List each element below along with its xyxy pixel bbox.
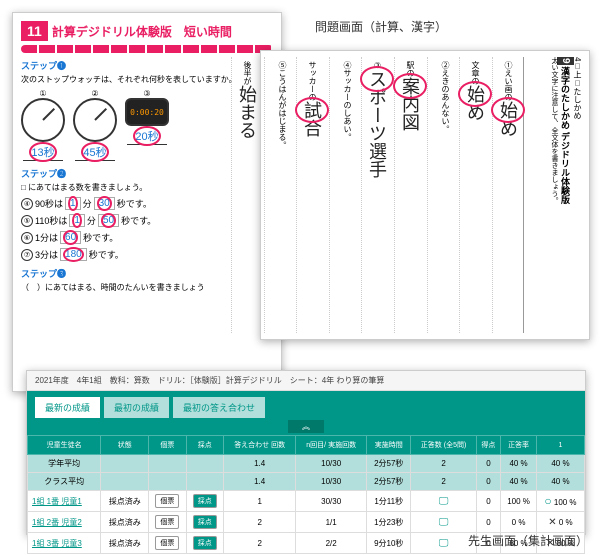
result-icon: ○ bbox=[544, 494, 551, 508]
tab-first-score[interactable]: 最初の成績 bbox=[104, 397, 169, 418]
label-question-screen: 問題画面（計算、漢字） bbox=[315, 18, 447, 35]
individual-button[interactable]: 個票 bbox=[155, 494, 179, 508]
kanji-header: 4□上□たしかめ 9 漢字のたしかめ デジドリル体験版 太い文字に注意して、全文… bbox=[523, 57, 583, 333]
individual-button[interactable]: 個票 bbox=[155, 536, 179, 550]
teacher-dashboard: 2021年度 4年1組 教科：算数 ドリル：［体験版］計算デジドリル シート：4… bbox=[26, 370, 586, 535]
student-link[interactable]: 1組 1番 児童1 bbox=[28, 491, 101, 512]
title-bar bbox=[21, 45, 273, 53]
worksheet-title: 計算デジドリル体験版 短い時間 bbox=[52, 23, 232, 40]
monitor-icon: 🖵 bbox=[439, 538, 449, 549]
tab-latest[interactable]: 最新の成績 bbox=[35, 397, 100, 418]
breadcrumb: 2021年度 4年1組 教科：算数 ドリル：［体験版］計算デジドリル シート：4… bbox=[27, 371, 585, 391]
worksheet-kanji: 4□上□たしかめ 9 漢字のたしかめ デジドリル体験版 太い文字に注意して、全文… bbox=[260, 50, 590, 340]
tab-first-check[interactable]: 最初の答え合わせ bbox=[173, 397, 265, 418]
result-icon: ✕ bbox=[548, 517, 556, 528]
monitor-icon: 🖵 bbox=[439, 517, 449, 528]
kanji-columns: ①えい画の始め文章の始め②えきのあんない。駅の案内図③スポーツ選手④サッカーのし… bbox=[231, 57, 523, 333]
student-link[interactable]: 1組 3番 児童3 bbox=[28, 533, 101, 554]
grade-button[interactable]: 採点 bbox=[193, 494, 217, 508]
grade-button[interactable]: 採点 bbox=[193, 515, 217, 529]
monitor-icon: 🖵 bbox=[439, 496, 449, 507]
tab-bar: 最新の成績 最初の成績 最初の答え合わせ bbox=[27, 391, 585, 418]
student-link[interactable]: 1組 2番 児童2 bbox=[28, 512, 101, 533]
expand-bar[interactable]: ︽ bbox=[27, 418, 585, 435]
problem-number: 11 bbox=[21, 21, 48, 41]
grade-button[interactable]: 採点 bbox=[193, 536, 217, 550]
individual-button[interactable]: 個票 bbox=[155, 515, 179, 529]
label-teacher-screen: 先生画面（集計画面） bbox=[468, 532, 588, 549]
